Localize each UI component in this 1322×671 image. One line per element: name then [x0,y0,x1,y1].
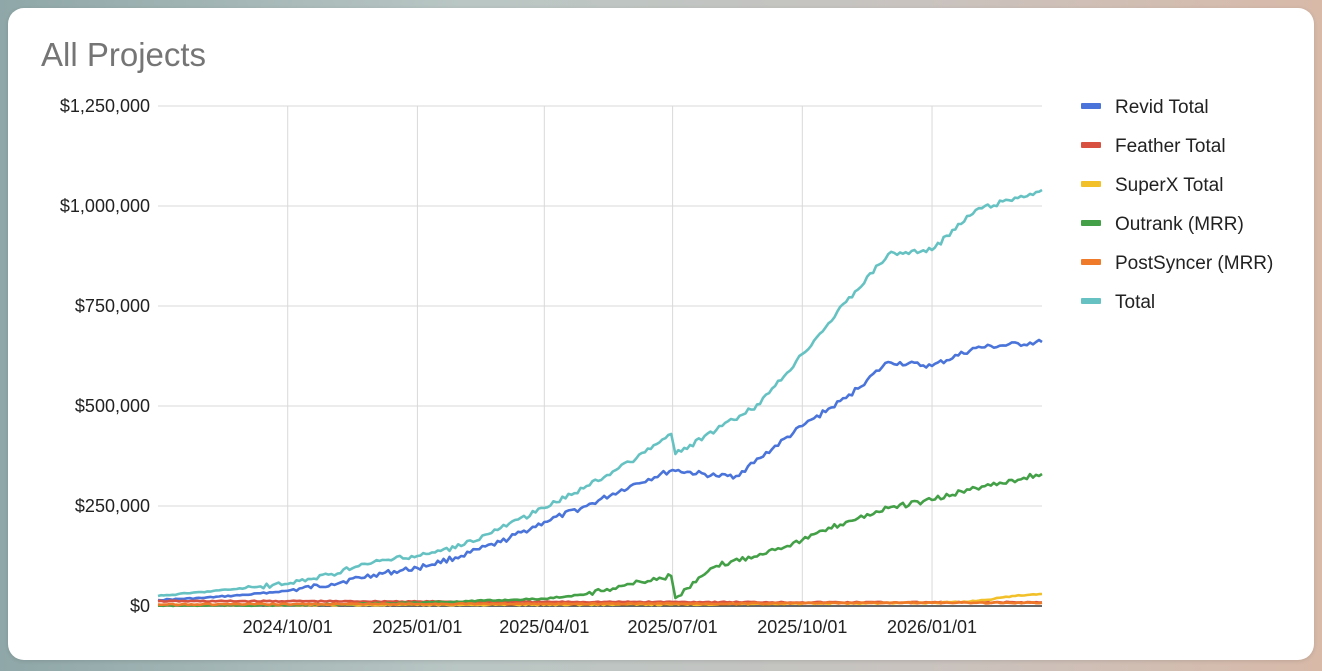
chart-svg: $0 $250,000 $500,000 $750,000 $1,000,000 $1,2… [60,96,1273,637]
x-tick-label: 2025/07/01 [628,617,718,637]
y-tick-label: $750,000 [75,296,150,316]
legend-swatch [1081,142,1101,148]
y-tick-label: $500,000 [75,396,150,416]
legend-swatch [1081,103,1101,109]
y-tick-label: $250,000 [75,496,150,516]
chart-title: All Projects [41,36,207,73]
legend-label: Feather Total [1115,136,1226,157]
legend-label: PostSyncer (MRR) [1115,253,1273,274]
legend-swatch [1081,298,1101,304]
legend-label: Revid Total [1115,97,1209,118]
x-tick-label: 2024/10/01 [243,617,333,637]
legend-swatch [1081,259,1101,265]
y-tick-label: $0 [130,596,150,616]
legend-label: Outrank (MRR) [1115,214,1244,235]
y-tick-label: $1,250,000 [60,96,150,116]
x-tick-label: 2025/04/01 [499,617,589,637]
x-tick-label: 2025/10/01 [757,617,847,637]
legend-label: Total [1115,292,1155,313]
series-line-outrank-mrr [157,472,1043,608]
series-line-revid-total [157,338,1043,602]
x-tick-label: 2026/01/01 [887,617,977,637]
chart-card: All Projects $0 $250,000 $500,000 $750,000 $… [8,8,1314,660]
legend-label: SuperX Total [1115,175,1223,196]
legend-swatch [1081,220,1101,226]
x-tick-label: 2025/01/01 [372,617,462,637]
series-line-postsyncer-mrr [157,601,1043,607]
y-tick-label: $1,000,000 [60,196,150,216]
legend-swatch [1081,181,1101,187]
series-line-total [157,188,1043,598]
